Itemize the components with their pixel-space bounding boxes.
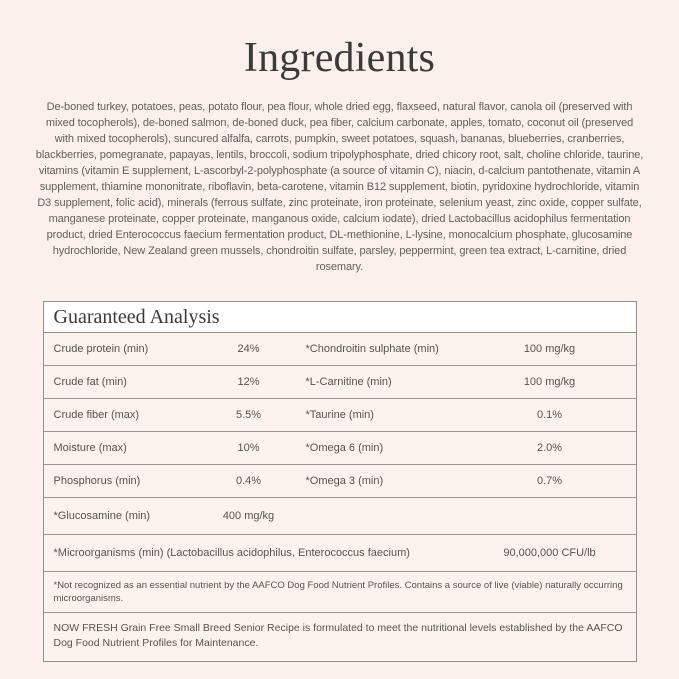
ingredients-paragraph: De-boned turkey, potatoes, peas, potato … (35, 101, 644, 273)
nutrient-label: Crude fat (min) (53, 376, 127, 388)
nutrient-label: *L-Carnitine (min) (305, 376, 392, 388)
nutrient-value: 0.1% (536, 409, 563, 421)
guaranteed-analysis-table: Guaranteed Analysis Crude protein (min) … (42, 301, 637, 662)
table-row: Crude protein (min) 24% *Chondroitin sul… (43, 333, 636, 366)
guaranteed-analysis-heading: Guaranteed Analysis (53, 305, 220, 328)
table-row: Crude fat (min) 12% *L-Carnitine (min) 1… (43, 366, 636, 399)
nutrient-value: 90,000,000 CFU/lb (503, 547, 596, 559)
nutrient-value: 10% (237, 442, 260, 454)
nutrient-label: Crude protein (min) (53, 343, 149, 355)
nutrient-label: *Microorganisms (min) (Lactobacillus aci… (53, 547, 410, 559)
nutrient-value: 400 mg/kg (222, 510, 275, 522)
nutrient-value: 0.4% (235, 475, 262, 487)
nutrient-value: 12% (237, 376, 260, 388)
nutrient-label: Moisture (max) (53, 442, 127, 454)
nutrient-label: *Chondroitin sulphate (min) (305, 343, 439, 355)
nutrient-label: Phosphorus (min) (53, 475, 141, 487)
table-row-glucosamine: *Glucosamine (min) 400 mg/kg (43, 498, 636, 535)
nutrient-value: 24% (237, 343, 260, 355)
table-row: Moisture (max) 10% *Omega 6 (min) 2.0% (43, 432, 636, 465)
aafco-statement: NOW FRESH Grain Free Small Breed Senior … (53, 622, 623, 649)
nutrient-label: *Taurine (min) (305, 409, 374, 421)
nutrient-label: Crude fiber (max) (53, 409, 140, 421)
nutrient-value: 0.7% (536, 475, 563, 487)
aafco-footnote: *Not recognized as an essential nutrient… (43, 572, 636, 613)
nutrient-label: *Omega 6 (min) (305, 442, 384, 454)
table-row: Phosphorus (min) 0.4% *Omega 3 (min) 0.7… (43, 465, 636, 498)
table-row: Crude fiber (max) 5.5% *Taurine (min) 0.… (43, 399, 636, 432)
nutrient-value: 5.5% (235, 409, 262, 421)
nutrient-label: *Glucosamine (min) (53, 510, 151, 522)
nutrient-value: 100 mg/kg (523, 376, 576, 388)
table-row-microorganisms: *Microorganisms (min) (Lactobacillus aci… (43, 535, 636, 572)
nutrient-value: 2.0% (536, 442, 563, 454)
nutrient-value: 100 mg/kg (523, 343, 576, 355)
page-title: Ingredients (243, 35, 436, 81)
guaranteed-analysis-header: Guaranteed Analysis (43, 302, 636, 333)
nutrient-label: *Omega 3 (min) (305, 475, 384, 487)
